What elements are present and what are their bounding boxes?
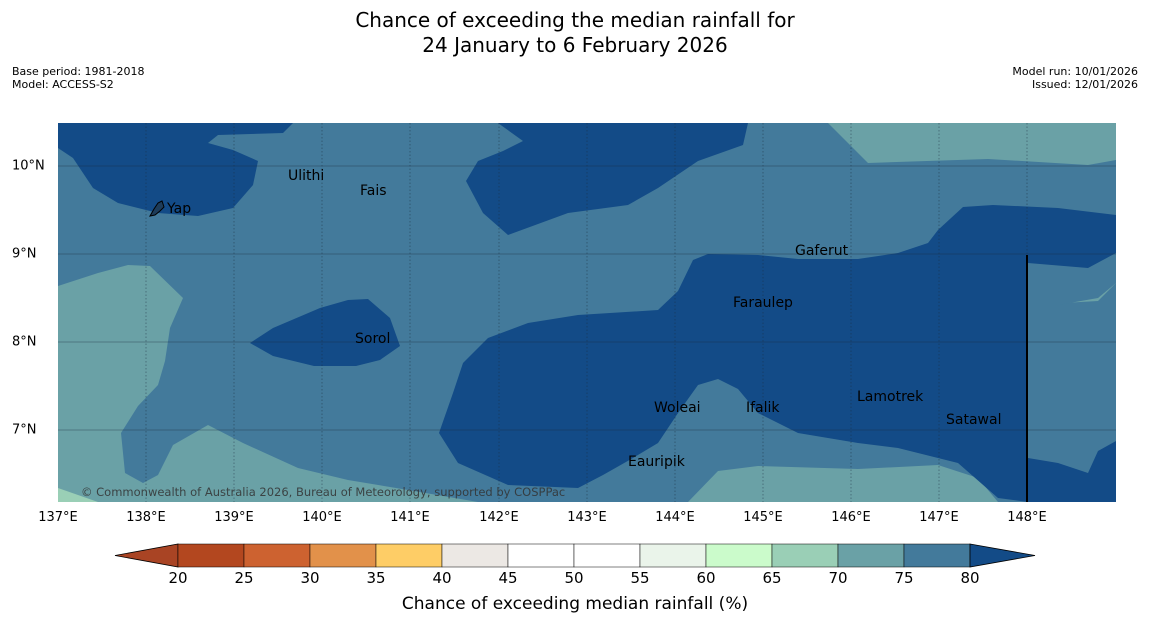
place-eauripik: Eauripik bbox=[628, 454, 686, 470]
colorbar-extend-high bbox=[969, 543, 1036, 568]
colorbar-segment bbox=[441, 543, 509, 568]
lon-label-144e: 144°E bbox=[655, 510, 695, 525]
colorbar-segment bbox=[903, 543, 971, 568]
title-line-2: 24 January to 6 February 2026 bbox=[422, 33, 728, 57]
colorbar-svg bbox=[114, 543, 1036, 568]
place-ulithi: Ulithi bbox=[288, 168, 324, 184]
lat-label-9n: 9°N bbox=[12, 246, 37, 262]
colorbar-tick-label: 60 bbox=[696, 569, 716, 587]
colorbar-segment bbox=[573, 543, 641, 568]
lon-label-139e: 139°E bbox=[214, 510, 254, 525]
meta-right: Model run: 10/01/2026 Issued: 12/01/2026 bbox=[1012, 65, 1138, 91]
colorbar-tick-label: 70 bbox=[828, 569, 848, 587]
yap-island bbox=[149, 200, 165, 217]
zone-80-sorol bbox=[250, 299, 400, 366]
lon-label-140e: 140°E bbox=[302, 510, 342, 525]
place-faraulep: Faraulep bbox=[733, 295, 793, 311]
lat-label-10n: 10°N bbox=[12, 158, 45, 174]
colorbar-tick-label: 55 bbox=[630, 569, 650, 587]
place-gaferut: Gaferut bbox=[795, 243, 849, 259]
zone-70-75-west bbox=[58, 265, 478, 502]
model-run: Model run: 10/01/2026 bbox=[1012, 65, 1138, 78]
lon-labels: 137°E 138°E 139°E 140°E 141°E 142°E 143°… bbox=[0, 510, 1150, 526]
zone-80-northcentral bbox=[466, 123, 748, 235]
colorbar-extend-low bbox=[114, 543, 179, 568]
colorbar bbox=[114, 543, 1036, 569]
colorbar-segment bbox=[375, 543, 443, 568]
lon-label-148e: 148°E bbox=[1007, 510, 1047, 525]
lon-label-145e: 145°E bbox=[743, 510, 783, 525]
colorbar-segment bbox=[771, 543, 839, 568]
place-woleai: Woleai bbox=[654, 400, 701, 416]
lat-label-8n: 8°N bbox=[12, 334, 37, 350]
lon-label-141e: 141°E bbox=[390, 510, 430, 525]
lon-label-142e: 142°E bbox=[479, 510, 519, 525]
meta-left: Base period: 1981-2018 Model: ACCESS-S2 bbox=[12, 65, 144, 91]
zone-80-east bbox=[439, 205, 1116, 502]
place-fais: Fais bbox=[360, 183, 387, 199]
model-name: Model: ACCESS-S2 bbox=[12, 78, 114, 91]
colorbar-tick-label: 20 bbox=[168, 569, 188, 587]
lat-label-7n: 7°N bbox=[12, 422, 37, 438]
rainfall-map[interactable]: Yap Ulithi Fais Gaferut Faraulep Sorol W… bbox=[58, 123, 1116, 502]
lon-label-138e: 138°E bbox=[126, 510, 166, 525]
map-title: Chance of exceeding the median rainfall … bbox=[0, 8, 1150, 58]
colorbar-title: Chance of exceeding median rainfall (%) bbox=[401, 594, 749, 614]
zone-75-80-east bbox=[1028, 253, 1116, 305]
colorbar-segment bbox=[639, 543, 707, 568]
title-line-1: Chance of exceeding the median rainfall … bbox=[355, 8, 795, 32]
colorbar-segment bbox=[177, 543, 245, 568]
colorbar-tick-label: 50 bbox=[564, 569, 584, 587]
copyright-text: © Commonwealth of Australia 2026, Bureau… bbox=[81, 485, 565, 499]
lon-label-147e: 147°E bbox=[919, 510, 959, 525]
base-period: Base period: 1981-2018 bbox=[12, 65, 145, 78]
zone-70-75-southeast bbox=[688, 465, 998, 502]
place-satawal: Satawal bbox=[946, 412, 1001, 428]
colorbar-segment bbox=[243, 543, 311, 568]
colorbar-tick-label: 65 bbox=[762, 569, 782, 587]
colorbar-tick-label: 40 bbox=[432, 569, 452, 587]
zone-65-70-corner bbox=[58, 488, 98, 502]
map-svg: Yap Ulithi Fais Gaferut Faraulep Sorol W… bbox=[58, 123, 1116, 502]
place-yap: Yap bbox=[166, 201, 191, 217]
issued-date: Issued: 12/01/2026 bbox=[1031, 78, 1138, 91]
colorbar-tick-label: 45 bbox=[498, 569, 518, 587]
graticule bbox=[58, 123, 1116, 502]
colorbar-tick-label: 30 bbox=[300, 569, 320, 587]
colorbar-tick-label: 35 bbox=[366, 569, 386, 587]
place-ifalik: Ifalik bbox=[746, 400, 780, 416]
colorbar-segment bbox=[309, 543, 377, 568]
lon-label-143e: 143°E bbox=[567, 510, 607, 525]
lon-label-146e: 146°E bbox=[831, 510, 871, 525]
colorbar-tick-label: 75 bbox=[894, 569, 914, 587]
colorbar-segment bbox=[837, 543, 905, 568]
zone-70-75-northeast bbox=[828, 123, 1116, 165]
place-sorol: Sorol bbox=[355, 331, 390, 347]
colorbar-segment bbox=[705, 543, 773, 568]
place-lamotrek: Lamotrek bbox=[857, 389, 924, 405]
colorbar-tick-label: 25 bbox=[234, 569, 254, 587]
lon-label-137e: 137°E bbox=[38, 510, 78, 525]
colorbar-segment bbox=[507, 543, 575, 568]
zone-80-northwest bbox=[58, 123, 293, 216]
colorbar-tick-label: 80 bbox=[960, 569, 980, 587]
